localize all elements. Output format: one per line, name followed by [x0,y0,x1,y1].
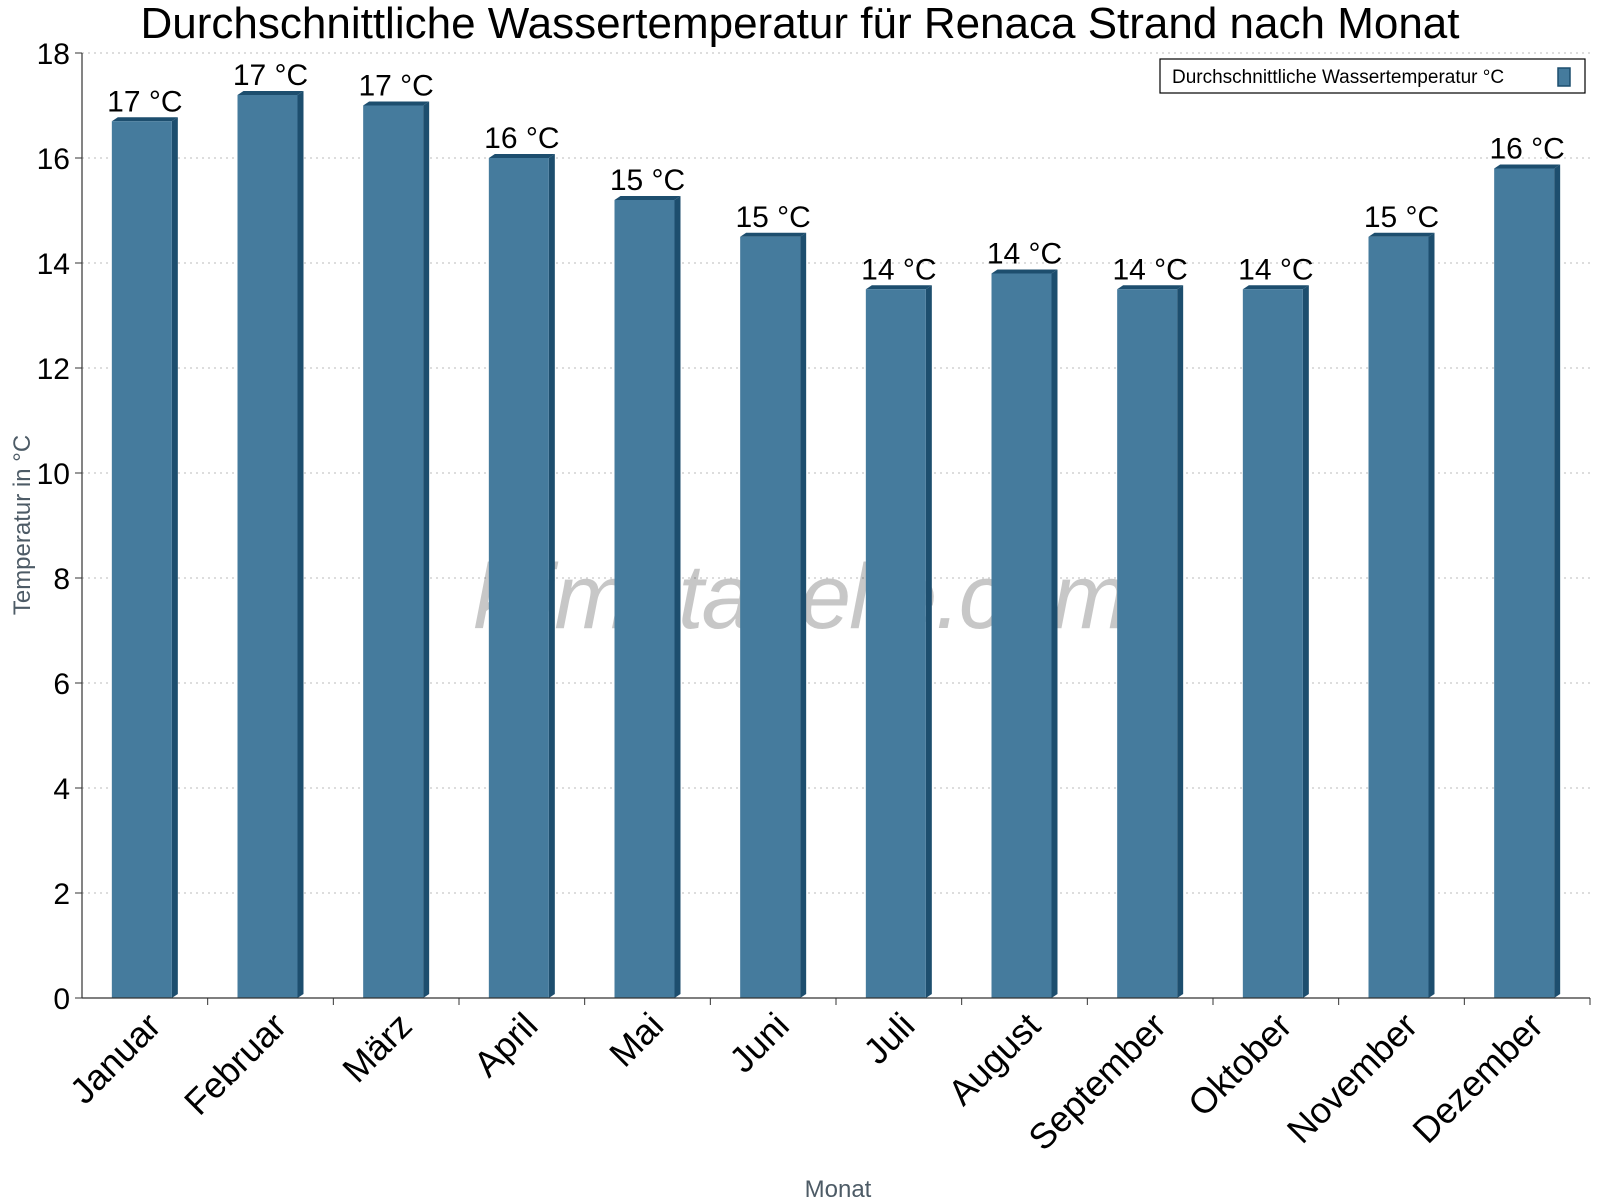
bar-top [1368,232,1435,237]
data-label: 14 °C [987,238,1062,271]
data-label: 14 °C [861,253,936,286]
bar-mai[interactable] [614,196,681,998]
y-tick-label: 14 [37,248,70,281]
bar-side [1554,164,1561,998]
bar-top [865,285,932,290]
bar-front [1368,236,1429,998]
bar-februar[interactable] [237,91,304,998]
bars [111,91,1561,999]
data-label: 17 °C [233,59,308,92]
chart-title: Durchschnittliche Wassertemperatur für R… [141,0,1460,48]
x-tick-label: Oktober [1180,1005,1300,1125]
bar-top [1117,285,1184,290]
y-tick-label: 8 [53,563,70,596]
x-tick-label: September [1020,1005,1174,1159]
y-tick-label: 18 [37,38,70,71]
bar-dezember[interactable] [1494,164,1561,999]
bar-side [925,285,932,998]
data-label: 16 °C [1489,133,1564,166]
x-tick-label: November [1279,1005,1425,1151]
x-tick-label: Januar [62,1005,169,1112]
y-axis-title: Temperatur in °C [9,435,36,615]
bar-side [1302,285,1309,998]
bar-front [865,289,926,998]
bar-side [171,117,178,998]
legend[interactable]: Durchschnittliche Wassertemperatur °C [1159,58,1586,94]
bar-juli[interactable] [865,285,932,998]
legend-box [1159,58,1586,94]
legend-label: Durchschnittliche Wassertemperatur °C [1172,67,1504,88]
x-tick-label: Dezember [1404,1005,1550,1151]
bar-top [1242,285,1309,290]
bar-side [674,196,681,998]
bar-front [111,121,172,998]
x-tick-label: August [940,1005,1048,1113]
bar-side [297,91,304,998]
bar-front [740,236,801,998]
y-tick-label: 10 [37,458,70,491]
bar-juni[interactable] [740,232,807,998]
bar-top [488,154,555,158]
bar-september[interactable] [1117,285,1184,998]
bar-front [1117,289,1178,998]
bar-front [363,105,424,998]
bar-front [488,158,549,998]
y-tick-label: 0 [53,983,70,1016]
data-label: 15 °C [735,201,810,234]
grid-lines [82,52,1590,894]
x-tick-label: Februar [176,1005,294,1123]
bar-side [548,154,555,998]
data-label: 15 °C [1364,201,1439,234]
bar-side [423,101,430,998]
bar-side [1177,285,1184,998]
bar-front [991,273,1052,998]
bar-top [237,91,304,95]
bar-top [614,196,681,200]
x-tick-label: Mai [601,1005,671,1075]
bar-side [800,232,807,998]
data-label: 17 °C [358,70,433,103]
bar-front [1494,168,1555,998]
data-label: 15 °C [610,164,685,197]
bar-august[interactable] [991,269,1058,999]
data-label: 14 °C [1238,253,1313,286]
y-tick-label: 12 [37,353,70,386]
bar-oktober[interactable] [1242,285,1309,998]
bar-side [1051,269,1058,998]
data-label: 14 °C [1112,253,1187,286]
data-labels: 17 °C 17 °C 17 °C 16 °C 15 °C 15 °C 14 °C 14 °C… [107,59,1565,286]
bar-november[interactable] [1368,232,1435,998]
x-tick-label: März [334,1005,420,1091]
y-tick-label: 16 [37,143,70,176]
data-label: 17 °C [107,85,182,118]
bar-top [1494,164,1561,169]
bar-side [1428,232,1435,998]
data-label: 16 °C [484,122,559,155]
bar-januar[interactable] [111,117,178,998]
y-tick-label: 6 [53,668,70,701]
x-tick-label: Juni [721,1005,797,1081]
bar-top [363,101,430,106]
x-tick-label: April [466,1005,546,1085]
bar-front [614,200,675,998]
bar-front [1242,289,1303,998]
bar-top [991,269,1058,274]
y-tick-label: 2 [53,878,70,911]
bar-top [111,117,178,122]
bar-märz[interactable] [363,101,430,999]
bar-top [740,232,807,237]
x-axis-title: Monat [805,1176,872,1200]
bar-front [237,95,298,998]
x-tick-label: Juli [855,1005,922,1072]
legend-swatch [1557,67,1571,87]
y-tick-label: 4 [53,773,70,806]
bar-april[interactable] [488,154,555,998]
